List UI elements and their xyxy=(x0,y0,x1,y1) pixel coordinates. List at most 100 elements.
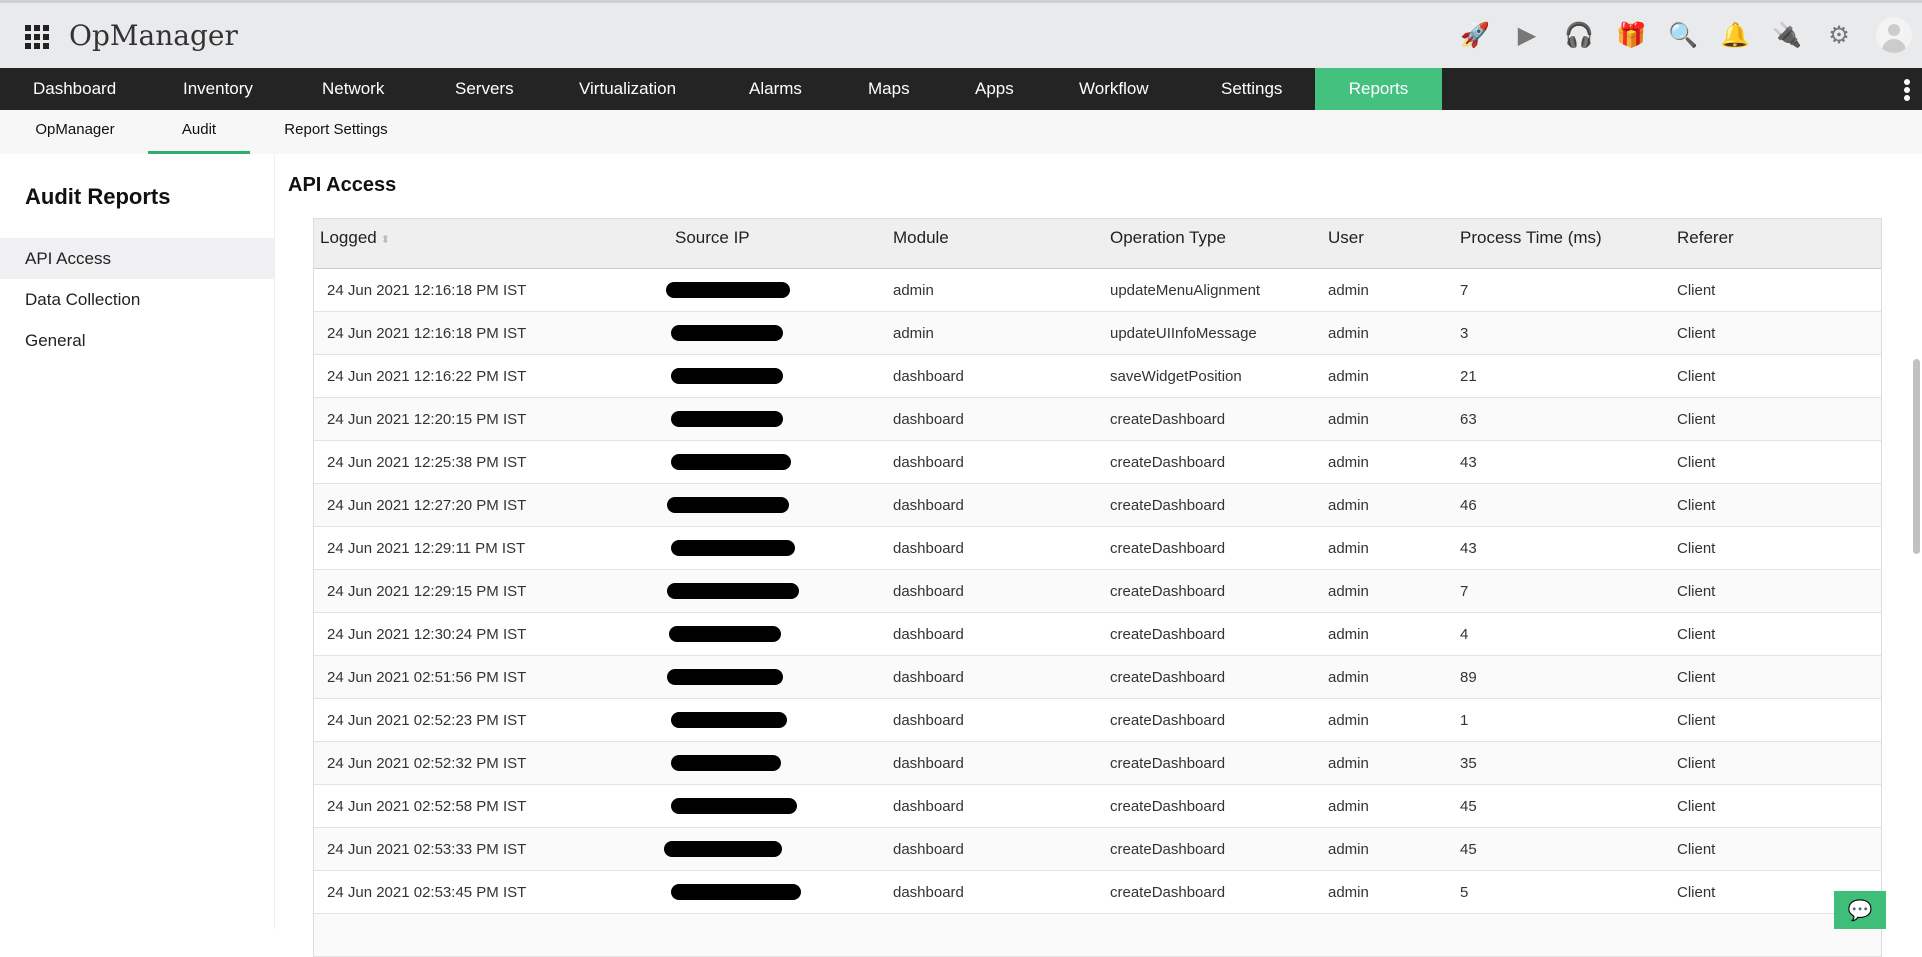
cell-module: dashboard xyxy=(893,454,964,471)
cell-process-time: 46 xyxy=(1460,497,1477,514)
nav-dashboard[interactable]: Dashboard xyxy=(33,79,117,98)
chat-icon[interactable]: 💬 xyxy=(1834,891,1886,929)
cell-process-time: 21 xyxy=(1460,368,1477,385)
col-operation-type[interactable]: Operation Type xyxy=(1110,228,1226,247)
app-grid-icon[interactable] xyxy=(25,25,49,49)
gift-icon[interactable]: 🎁 xyxy=(1616,21,1646,49)
redacted-source-ip xyxy=(671,884,801,900)
redacted-source-ip xyxy=(671,755,781,771)
gear-icon[interactable]: ⚙ xyxy=(1828,21,1850,49)
cell-referer: Client xyxy=(1677,540,1716,557)
sidebar-item-data-collection[interactable]: Data Collection xyxy=(25,290,141,309)
cell-process-time: 4 xyxy=(1460,626,1469,643)
subnav-audit[interactable]: Audit xyxy=(148,110,250,154)
table-row[interactable]: 24 Jun 2021 12:16:18 PM IST admin updateMe… xyxy=(314,269,1881,312)
nav-servers[interactable]: Servers xyxy=(455,79,514,98)
cell-module: dashboard xyxy=(893,497,964,514)
table-row[interactable]: 24 Jun 2021 12:16:22 PM IST dashboard save… xyxy=(314,355,1881,398)
table-body: 24 Jun 2021 12:16:18 PM IST admin updateMe… xyxy=(314,269,1881,957)
cell-referer: Client xyxy=(1677,583,1716,600)
cell-process-time: 43 xyxy=(1460,540,1477,557)
table-row[interactable]: 24 Jun 2021 12:25:38 PM IST dashboard crea… xyxy=(314,441,1881,484)
table-row[interactable]: 24 Jun 2021 02:52:23 PM IST dashboard crea… xyxy=(314,699,1881,742)
cell-module: admin xyxy=(893,325,934,342)
nav-inventory[interactable]: Inventory xyxy=(183,79,253,98)
redacted-source-ip xyxy=(671,325,783,341)
cell-logged: 24 Jun 2021 02:52:58 PM IST xyxy=(327,798,527,815)
redacted-source-ip xyxy=(667,669,783,685)
col-module[interactable]: Module xyxy=(893,228,949,247)
nav-apps[interactable]: Apps xyxy=(975,79,1014,98)
rocket-icon[interactable]: 🚀 xyxy=(1460,21,1490,49)
cell-logged: 24 Jun 2021 12:16:22 PM IST xyxy=(327,368,527,385)
table-row[interactable]: 24 Jun 2021 02:53:33 PM IST dashboard crea… xyxy=(314,828,1881,871)
cell-module: dashboard xyxy=(893,540,964,557)
cell-operation-type: createDashboard xyxy=(1110,454,1226,471)
avatar-icon[interactable] xyxy=(1876,17,1912,53)
table-row-partial[interactable] xyxy=(314,914,1881,957)
table-row[interactable]: 24 Jun 2021 12:30:24 PM IST dashboard crea… xyxy=(314,613,1881,656)
more-menu-icon[interactable] xyxy=(1904,79,1910,103)
table-row[interactable]: 24 Jun 2021 02:53:45 PM IST dashboard crea… xyxy=(314,871,1881,914)
cell-process-time: 63 xyxy=(1460,411,1477,428)
redacted-source-ip xyxy=(666,282,790,298)
col-user[interactable]: User xyxy=(1328,228,1364,247)
table-row[interactable]: 24 Jun 2021 02:52:58 PM IST dashboard crea… xyxy=(314,785,1881,828)
nav-settings[interactable]: Settings xyxy=(1221,79,1283,98)
cell-logged: 24 Jun 2021 12:29:11 PM IST xyxy=(327,540,526,557)
nav-workflow[interactable]: Workflow xyxy=(1079,79,1149,98)
redacted-source-ip xyxy=(671,368,783,384)
scrollbar-thumb[interactable] xyxy=(1913,359,1920,554)
headset-icon[interactable]: 🎧 xyxy=(1564,21,1594,49)
subnav-report-settings[interactable]: Report Settings xyxy=(284,121,388,138)
subnav-opmanager[interactable]: OpManager xyxy=(35,121,115,138)
search-icon[interactable]: 🔍 xyxy=(1668,21,1698,49)
audit-table: Logged ⬍ Source IP Module Operation Type … xyxy=(313,218,1882,957)
plug-icon[interactable]: 🔌 xyxy=(1772,21,1802,49)
table-row[interactable]: 24 Jun 2021 12:29:15 PM IST dashboard crea… xyxy=(314,570,1881,613)
app-logo: OpManager xyxy=(69,19,238,52)
cell-operation-type: createDashboard xyxy=(1110,626,1226,643)
scrollbar[interactable] xyxy=(1910,154,1922,929)
table-row[interactable]: 24 Jun 2021 12:27:20 PM IST dashboard crea… xyxy=(314,484,1881,527)
col-referer[interactable]: Referer xyxy=(1677,228,1734,247)
nav-reports[interactable]: Reports xyxy=(1315,68,1442,110)
cell-referer: Client xyxy=(1677,497,1716,514)
top-header: OpManager 🚀 ▶ 🎧 🎁 🔍 🔔 🔌 ⚙ xyxy=(0,0,1922,68)
nav-network[interactable]: Network xyxy=(322,79,385,98)
table-row[interactable]: 24 Jun 2021 02:51:56 PM IST dashboard crea… xyxy=(314,656,1881,699)
cell-process-time: 45 xyxy=(1460,841,1477,858)
sort-icon[interactable]: ⬍ xyxy=(380,234,390,246)
cell-operation-type: createDashboard xyxy=(1110,497,1226,514)
cell-process-time: 5 xyxy=(1460,884,1469,901)
nav-alarms[interactable]: Alarms xyxy=(749,79,802,98)
sidebar-item-api-access[interactable]: API Access xyxy=(0,238,275,279)
cell-referer: Client xyxy=(1677,755,1716,772)
cell-referer: Client xyxy=(1677,884,1716,901)
col-logged[interactable]: Logged ⬍ xyxy=(320,219,390,259)
cell-logged: 24 Jun 2021 12:20:15 PM IST xyxy=(327,411,527,428)
cell-user: admin xyxy=(1328,884,1369,901)
sidebar-item-general[interactable]: General xyxy=(25,331,86,350)
redacted-source-ip xyxy=(664,841,782,857)
table-row[interactable]: 24 Jun 2021 12:20:15 PM IST dashboard crea… xyxy=(314,398,1881,441)
cell-module: dashboard xyxy=(893,368,964,385)
table-row[interactable]: 24 Jun 2021 12:16:18 PM IST admin updateUI… xyxy=(314,312,1881,355)
nav-maps[interactable]: Maps xyxy=(868,79,910,98)
table-row[interactable]: 24 Jun 2021 12:29:11 PM IST dashboard crea… xyxy=(314,527,1881,570)
cell-operation-type: createDashboard xyxy=(1110,884,1226,901)
redacted-source-ip xyxy=(667,497,789,513)
nav-virtualization[interactable]: Virtualization xyxy=(579,79,677,98)
cell-referer: Client xyxy=(1677,669,1716,686)
cell-process-time: 43 xyxy=(1460,454,1477,471)
col-source-ip[interactable]: Source IP xyxy=(675,228,750,247)
cell-referer: Client xyxy=(1677,282,1716,299)
bell-icon[interactable]: 🔔 xyxy=(1720,21,1750,49)
col-process-time[interactable]: Process Time (ms) xyxy=(1460,228,1602,247)
cell-user: admin xyxy=(1328,669,1369,686)
presentation-icon[interactable]: ▶ xyxy=(1517,21,1537,49)
redacted-source-ip xyxy=(669,626,781,642)
cell-process-time: 7 xyxy=(1460,282,1469,299)
table-row[interactable]: 24 Jun 2021 02:52:32 PM IST dashboard crea… xyxy=(314,742,1881,785)
cell-logged: 24 Jun 2021 12:25:38 PM IST xyxy=(327,454,527,471)
